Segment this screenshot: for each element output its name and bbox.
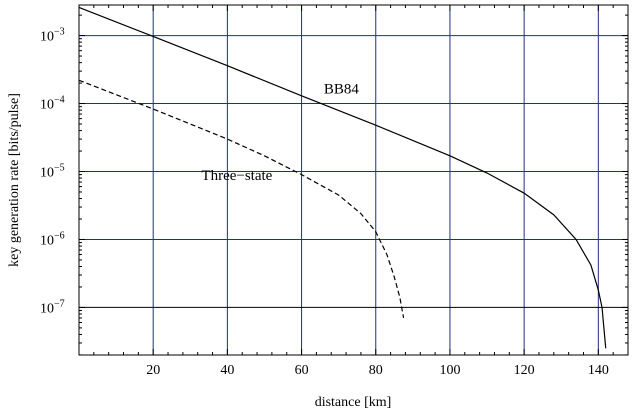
series-line-bb84 xyxy=(78,6,607,349)
x-tick-label-140: 140 xyxy=(588,363,609,378)
y-tick-label--5: 10−5 xyxy=(40,163,65,181)
x-tick-label-20: 20 xyxy=(146,363,160,378)
y-tick-label--6: 10−6 xyxy=(40,230,65,248)
grid xyxy=(79,5,628,355)
series-lines xyxy=(78,6,607,349)
x-axis-label: distance [km] xyxy=(315,395,392,410)
plot-frame xyxy=(78,4,629,356)
series-label-three-state: Three−state xyxy=(201,168,272,184)
x-tick-label-80: 80 xyxy=(369,363,383,378)
y-tick-label--3: 10−3 xyxy=(40,27,65,45)
y-tick-label--4: 10−4 xyxy=(40,95,65,113)
x-tick-label-60: 60 xyxy=(295,363,309,378)
tick-labels: 20 40 60 80 100 120 140 10−3 10−4 10−5 10−6 10−7 xyxy=(40,27,609,378)
x-tick-label-100: 100 xyxy=(439,363,460,378)
y-axis-label: key generation rate [bits/pulse] xyxy=(7,93,22,267)
series-line-three-state xyxy=(78,79,405,319)
y-tick-label--7: 10−7 xyxy=(40,298,65,316)
x-tick-label-40: 40 xyxy=(220,363,234,378)
x-tick-label-120: 120 xyxy=(514,363,535,378)
series-label-bb84: BB84 xyxy=(324,82,360,98)
tick-marks xyxy=(79,5,628,356)
